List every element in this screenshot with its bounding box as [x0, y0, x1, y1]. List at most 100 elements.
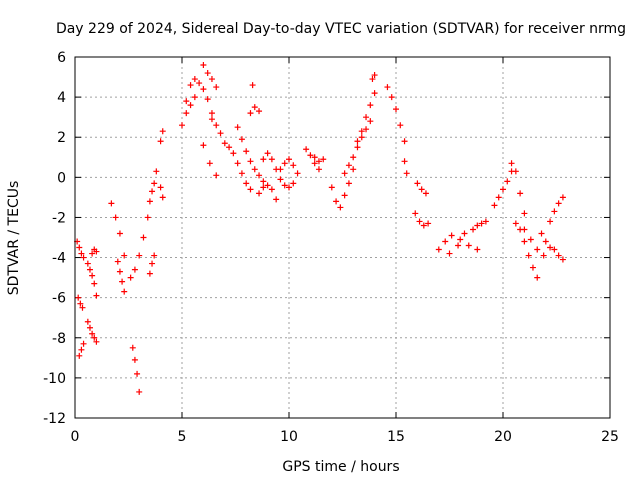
data-point	[187, 82, 194, 89]
data-point	[534, 274, 541, 281]
data-point	[234, 160, 241, 167]
data-point	[559, 256, 566, 263]
series-arc-08	[114, 258, 128, 295]
data-point	[159, 194, 166, 201]
data-point	[89, 250, 96, 257]
data-point	[131, 266, 138, 273]
data-point	[478, 220, 485, 227]
data-point	[119, 278, 126, 285]
data-point	[89, 330, 96, 337]
data-point	[320, 156, 327, 163]
data-point	[151, 252, 158, 259]
data-point	[78, 250, 85, 257]
series-arc-24	[260, 150, 280, 173]
series-arc-03	[76, 340, 87, 359]
data-point	[206, 160, 213, 167]
series-arc-28	[303, 146, 322, 173]
data-point	[268, 186, 275, 193]
data-point	[114, 258, 121, 265]
data-point	[333, 198, 340, 205]
data-point	[358, 134, 365, 141]
y-tick-label: -10	[43, 371, 66, 387]
data-point	[384, 84, 391, 91]
series-arc-36	[412, 210, 432, 229]
data-point	[470, 226, 477, 233]
data-point	[251, 166, 258, 173]
data-point	[204, 96, 211, 103]
data-point	[249, 82, 256, 89]
data-point	[121, 252, 128, 259]
data-point	[416, 218, 423, 225]
series-arc-20	[226, 144, 254, 193]
data-point	[345, 162, 352, 169]
data-point	[93, 248, 100, 255]
data-point	[525, 252, 532, 259]
data-point	[200, 142, 207, 149]
data-point	[151, 180, 158, 187]
data-point	[191, 94, 198, 101]
data-point	[84, 260, 91, 267]
data-point	[508, 160, 515, 167]
series-arc-30	[328, 166, 357, 211]
data-point	[290, 162, 297, 169]
data-point	[213, 84, 220, 91]
data-point	[91, 280, 98, 287]
data-point	[286, 156, 292, 163]
data-point	[403, 170, 410, 177]
series-arc-16	[183, 94, 198, 117]
series-arc-19	[200, 142, 220, 179]
data-point	[448, 232, 455, 239]
data-point	[401, 138, 408, 145]
series-arc-45	[538, 230, 554, 251]
data-point	[157, 138, 164, 145]
data-point	[136, 388, 143, 395]
data-point	[187, 102, 194, 109]
data-point	[367, 118, 374, 125]
data-point	[527, 236, 534, 243]
data-point	[547, 218, 554, 225]
data-point	[303, 146, 310, 153]
series-arc-18	[208, 116, 228, 147]
series-arc-09	[127, 198, 153, 281]
data-point	[517, 190, 524, 197]
data-point	[149, 188, 156, 195]
data-point	[251, 104, 258, 111]
data-point	[315, 166, 322, 173]
series-arc-37	[414, 180, 429, 197]
series-arc-11	[146, 252, 158, 277]
data-point	[75, 294, 82, 301]
data-point	[350, 154, 357, 161]
data-point	[465, 242, 472, 249]
x-tick-label: 25	[601, 429, 619, 445]
data-point	[247, 186, 254, 193]
x-tick-label: 5	[178, 429, 187, 445]
grid-lines	[75, 57, 610, 418]
data-point	[256, 190, 263, 197]
data-point	[84, 318, 91, 325]
series-arc-26	[277, 156, 301, 177]
series-arc-46	[547, 194, 566, 225]
data-point	[260, 178, 267, 185]
data-point	[363, 126, 370, 133]
x-tick-labels: 0 5 10 15 20 25	[71, 429, 619, 445]
data-point	[369, 76, 376, 83]
data-point	[350, 166, 357, 173]
data-point	[217, 130, 224, 137]
data-point	[226, 144, 233, 151]
data-point	[230, 150, 237, 157]
data-point	[204, 70, 211, 77]
data-point	[129, 344, 136, 351]
data-point	[371, 90, 378, 97]
data-point	[371, 72, 378, 79]
data-point	[80, 340, 87, 347]
data-point	[256, 172, 263, 179]
data-point	[264, 150, 271, 157]
series-arc-06	[89, 246, 100, 257]
data-point	[77, 300, 84, 307]
data-point	[521, 210, 528, 217]
data-point	[153, 168, 160, 175]
series-arc-39	[446, 226, 477, 257]
data-point	[264, 182, 271, 189]
series-arc-07	[108, 200, 128, 259]
series-arc-15	[179, 76, 215, 129]
